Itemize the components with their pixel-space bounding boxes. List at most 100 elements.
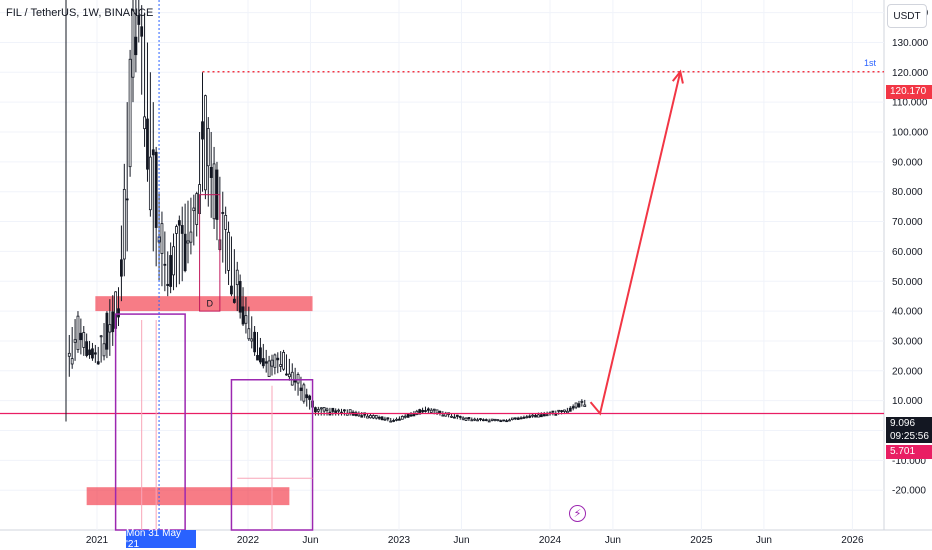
candle-body: [502, 419, 506, 422]
candle-body: [267, 360, 271, 377]
price-tick-label: 20.000: [892, 366, 923, 377]
candle-body: [455, 414, 459, 417]
candle-body: [493, 418, 497, 421]
price-tick-label: -20.000: [892, 486, 926, 497]
candle-body: [180, 225, 184, 234]
candle-body: [487, 420, 491, 423]
candle-body: [206, 128, 210, 167]
candle-body: [371, 415, 375, 419]
price-tick-label: 80.000: [892, 187, 923, 198]
candle-body: [264, 361, 268, 364]
candle-body: [241, 306, 245, 325]
candle-body: [302, 384, 306, 402]
zone-rect: [86, 487, 290, 506]
candle-body: [476, 419, 480, 422]
candle-body: [400, 415, 404, 420]
candle-body: [331, 407, 335, 412]
target-label: 1st: [864, 58, 877, 68]
candle-body: [163, 263, 167, 266]
candle-body: [380, 416, 384, 421]
candle-body: [357, 413, 361, 417]
price-tick-label: 30.000: [892, 336, 923, 347]
price-tick-label: 90.000: [892, 157, 923, 168]
target-price-tag: 120.170: [886, 85, 932, 99]
time-tick-label: 2021: [86, 535, 109, 546]
candle-body: [125, 198, 129, 201]
candle-body: [519, 417, 523, 420]
countdown-tag: 09:25:56: [886, 430, 932, 443]
candle-body: [247, 328, 251, 340]
low-level-tag: 5.701: [886, 445, 932, 459]
candle-body: [224, 214, 228, 230]
price-tick-label: 110.000: [892, 98, 928, 109]
candle-body: [276, 357, 280, 361]
lightning-icon[interactable]: ⚡: [569, 505, 586, 522]
candle-body: [516, 417, 520, 420]
candle-body: [369, 415, 372, 419]
candle-body: [192, 207, 196, 212]
time-tick-label: Jun: [453, 535, 469, 546]
candle-body: [534, 414, 537, 418]
candle-body: [551, 410, 555, 413]
price-tick-label: -10.000: [892, 456, 926, 467]
candle-body: [314, 407, 317, 413]
candle-body: [203, 95, 207, 191]
price-tick-label: 10.000: [892, 396, 923, 407]
drawings: 1st D: [0, 0, 884, 531]
price-tick-label: 50.000: [892, 277, 923, 288]
candle-body: [166, 283, 170, 286]
candle-body: [395, 418, 398, 421]
measure-box: [114, 313, 186, 531]
candle-body: [154, 151, 158, 228]
candle-body: [568, 407, 572, 412]
candle-body: [232, 298, 236, 303]
candle-body: [464, 417, 468, 421]
candle-body: [189, 231, 193, 243]
candle-body: [148, 156, 152, 211]
candle-body: [392, 420, 396, 422]
candle-body: [201, 121, 204, 140]
candle-body: [105, 312, 109, 350]
candle-body: [525, 416, 529, 419]
time-axis[interactable]: 2021 2022 Jun 2023 Jun 2024 Jun 2025 Jun 2026: [86, 535, 864, 546]
price-tick-label: 120.000: [892, 68, 929, 79]
time-tick-label: Jun: [756, 535, 772, 546]
candle-body: [128, 58, 132, 168]
currency-button[interactable]: USDT: [887, 4, 927, 28]
candle-body: [484, 419, 488, 421]
symbol-title[interactable]: FIL / TetherUS, 1W, BINANCE: [6, 7, 154, 19]
price-axis[interactable]: 140.000130.000120.000110.000100.00090.00…: [892, 8, 929, 497]
candle-body: [554, 413, 558, 416]
candle-body: [537, 414, 540, 418]
candle-body: [426, 408, 430, 411]
candle-body: [334, 410, 338, 414]
candle-body: [282, 351, 285, 370]
candle-body: [195, 193, 199, 225]
candle-body: [259, 347, 262, 363]
candle-body: [227, 231, 230, 271]
candle-body: [293, 380, 297, 383]
candle-body: [337, 409, 341, 412]
candle-body: [122, 188, 126, 260]
candle-body: [577, 403, 581, 408]
projection-arrow: [589, 71, 682, 416]
candle-body: [377, 416, 381, 419]
price-tick-label: 70.000: [892, 217, 923, 228]
candle-body: [479, 418, 482, 421]
candle-body: [209, 167, 213, 178]
candle-body: [299, 387, 303, 391]
current-price-tag: 9.096: [886, 417, 932, 430]
candle-body: [499, 420, 503, 423]
candle-body: [183, 233, 187, 272]
candle-body: [316, 409, 320, 412]
candle-body: [412, 413, 416, 417]
zone-rect: [95, 296, 313, 312]
candle-body: [565, 410, 569, 414]
time-tick-label: 2023: [388, 535, 411, 546]
time-tick-label: 2025: [690, 535, 713, 546]
candle-body: [70, 358, 74, 365]
price-tick-label: 60.000: [892, 247, 923, 258]
candle-body: [175, 226, 178, 234]
candle-body: [563, 409, 566, 412]
